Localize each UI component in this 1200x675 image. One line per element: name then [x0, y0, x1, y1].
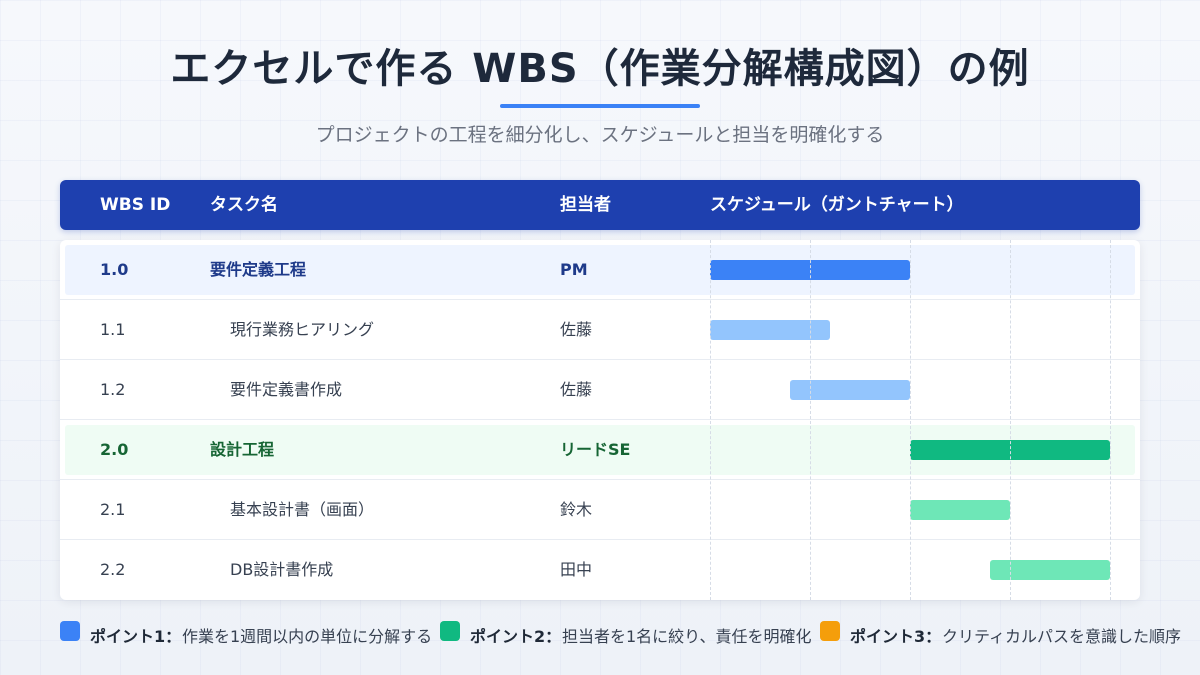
task-row: 1.1 現行業務ヒアリング 佐藤: [60, 300, 1140, 360]
gantt-gridline: [810, 240, 811, 600]
wbs-id: 2.1: [100, 500, 126, 519]
footer-points: ポイント1： 作業を1週間以内の単位に分解する ポイント2： 担当者を1名に絞り…: [60, 620, 1200, 650]
task-name: 基本設計書（画面）: [230, 500, 375, 519]
gantt-bar: [710, 320, 830, 340]
task-row: 2.1 基本設計書（画面） 鈴木: [60, 480, 1140, 540]
gantt-gridline: [710, 240, 711, 600]
point-1-label: ポイント1：: [90, 627, 182, 646]
title-underline: [500, 104, 700, 108]
page-subtitle: プロジェクトの工程を細分化し、スケジュールと担当を明確化する: [315, 124, 885, 146]
gantt-gridline: [1110, 240, 1111, 600]
gantt-gridline: [1010, 240, 1011, 600]
point-2-text: 担当者を1名に絞り、責任を明確化: [562, 627, 812, 646]
point-2-marker: [440, 621, 460, 641]
header-task-name: タスク名: [210, 195, 278, 215]
task-name: 現行業務ヒアリング: [230, 320, 375, 339]
wbs-id: 1.1: [100, 320, 126, 339]
header-wbs-id: WBS ID: [100, 195, 171, 215]
point-1-marker: [60, 621, 80, 641]
gantt-bar: [990, 560, 1110, 580]
header-schedule: スケジュール（ガントチャート）: [710, 195, 964, 215]
page-title: エクセルで作る WBS（作業分解構成図）の例: [170, 46, 1030, 92]
phase-row: 2.0 設計工程 リードSE: [60, 420, 1140, 480]
point-3-label: ポイント3：: [850, 627, 942, 646]
gantt-bar: [910, 500, 1010, 520]
task-name: 要件定義書作成: [230, 380, 343, 399]
table-header: WBS ID タスク名 担当者 スケジュール（ガントチャート）: [60, 180, 1140, 230]
owner: PM: [560, 260, 588, 279]
gantt-gridline: [910, 240, 911, 600]
owner: 佐藤: [560, 320, 593, 339]
owner: 鈴木: [560, 500, 593, 519]
wbs-id: 2.2: [100, 560, 126, 579]
point-1-text: 作業を1週間以内の単位に分解する: [182, 627, 433, 646]
wbs-id: 2.0: [100, 440, 129, 459]
task-name: DB設計書作成: [230, 560, 334, 579]
wbs-id: 1.2: [100, 380, 126, 399]
point-3-text: クリティカルパスを意識した順序: [942, 627, 1182, 646]
point-3-marker: [820, 621, 840, 641]
task-name: 設計工程: [210, 440, 275, 459]
wbs-table: [60, 240, 1140, 600]
wbs-id: 1.0: [100, 260, 129, 279]
owner: 佐藤: [560, 380, 593, 399]
task-row: 1.2 要件定義書作成 佐藤: [60, 360, 1140, 420]
owner: リードSE: [560, 440, 631, 459]
phase-row: 1.0 要件定義工程 PM: [60, 240, 1140, 300]
header-owner: 担当者: [560, 195, 611, 215]
task-name: 要件定義工程: [210, 260, 307, 279]
point-2-label: ポイント2：: [470, 627, 562, 646]
gantt-bar: [790, 380, 910, 400]
owner: 田中: [560, 560, 593, 579]
phase-row-highlight: [65, 245, 1135, 295]
task-row: 2.2 DB設計書作成 田中: [60, 540, 1140, 600]
